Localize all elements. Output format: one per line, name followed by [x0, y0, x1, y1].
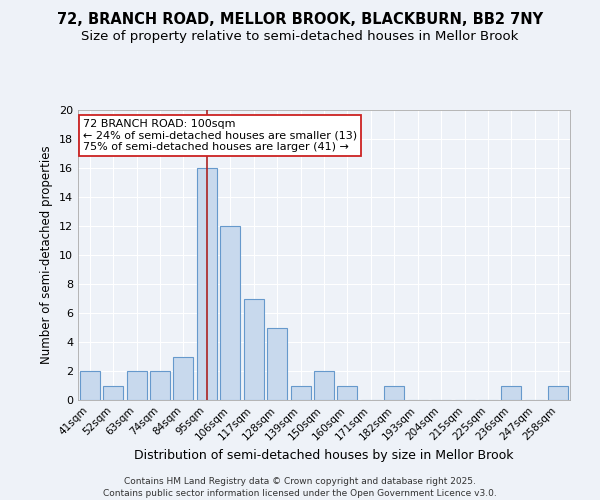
Bar [548, 386, 568, 400]
Text: Contains HM Land Registry data © Crown copyright and database right 2025.: Contains HM Land Registry data © Crown c… [124, 478, 476, 486]
Bar [173, 356, 193, 400]
Y-axis label: Number of semi-detached properties: Number of semi-detached properties [40, 146, 53, 364]
Bar [337, 386, 358, 400]
Bar [127, 371, 146, 400]
Text: 72, BRANCH ROAD, MELLOR BROOK, BLACKBURN, BB2 7NY: 72, BRANCH ROAD, MELLOR BROOK, BLACKBURN… [57, 12, 543, 28]
Bar [220, 226, 240, 400]
Bar [244, 298, 263, 400]
Bar [267, 328, 287, 400]
Bar [385, 386, 404, 400]
Bar [197, 168, 217, 400]
Bar [502, 386, 521, 400]
Text: 72 BRANCH ROAD: 100sqm
← 24% of semi-detached houses are smaller (13)
75% of sem: 72 BRANCH ROAD: 100sqm ← 24% of semi-det… [83, 118, 357, 152]
Bar [314, 371, 334, 400]
Bar [80, 371, 100, 400]
X-axis label: Distribution of semi-detached houses by size in Mellor Brook: Distribution of semi-detached houses by … [134, 448, 514, 462]
Text: Contains public sector information licensed under the Open Government Licence v3: Contains public sector information licen… [103, 489, 497, 498]
Text: Size of property relative to semi-detached houses in Mellor Brook: Size of property relative to semi-detach… [82, 30, 518, 43]
Bar [103, 386, 123, 400]
Bar [150, 371, 170, 400]
Bar [290, 386, 311, 400]
